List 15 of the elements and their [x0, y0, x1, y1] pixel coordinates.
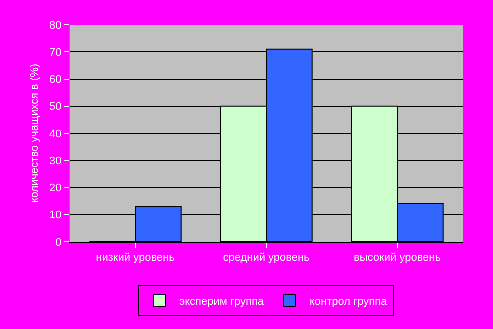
y-tick-label: 70 [50, 46, 62, 59]
y-tick-label: 80 [50, 20, 62, 32]
y-tick-label: 40 [50, 128, 62, 140]
y-tick-label: 50 [50, 101, 62, 114]
y-tick-label: 20 [50, 182, 62, 195]
x-tick-label: низкий уровень [96, 252, 176, 264]
y-tick-label: 10 [50, 210, 62, 222]
x-tick-label: высокий уровень [354, 252, 442, 264]
y-axis-title: количество учащихся в (%) [29, 64, 41, 204]
legend-label: эксперим группа [180, 296, 265, 308]
legend-label: контрол группа [310, 296, 388, 308]
x-tick-label: средний уровень [223, 252, 310, 264]
y-tick-label: 0 [56, 236, 62, 249]
y-tick-label: 60 [50, 74, 62, 86]
y-tick-label: 30 [50, 155, 62, 168]
